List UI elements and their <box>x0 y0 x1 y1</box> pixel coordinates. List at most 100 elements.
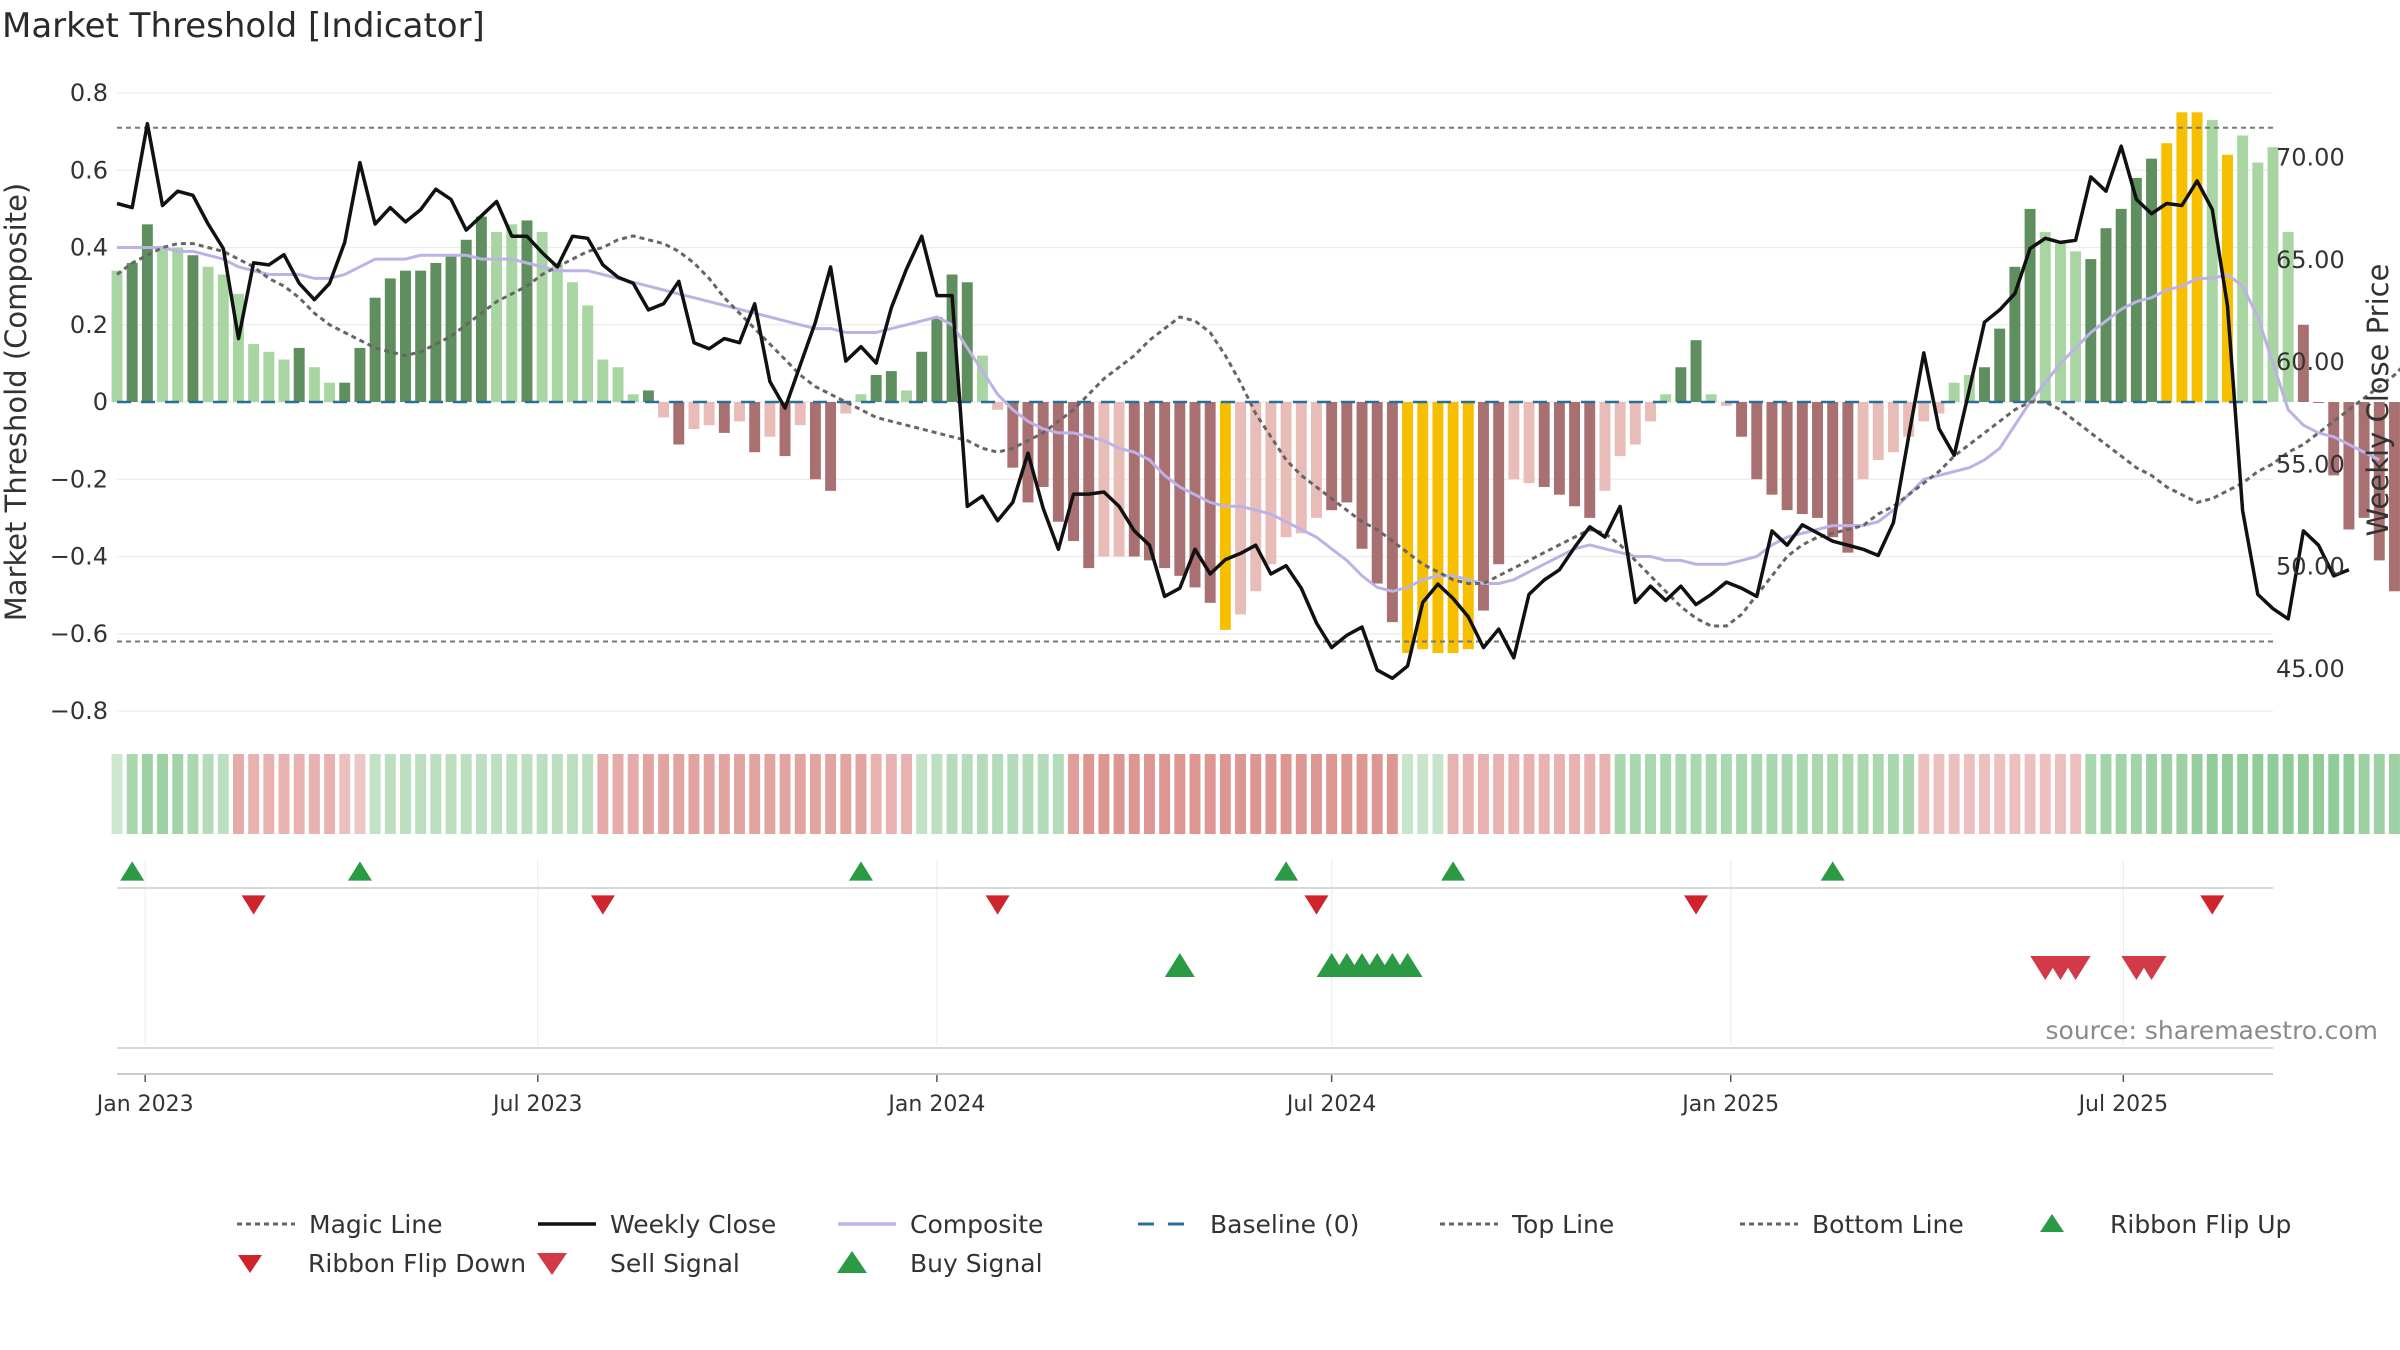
ribbon-cell <box>658 754 670 834</box>
ribbon-cell <box>825 754 837 834</box>
ribbon-cell <box>1037 754 1049 834</box>
y-left-tick-label: −0.8 <box>50 697 108 725</box>
ribbon-cell <box>2054 754 2066 834</box>
ribbon-cell <box>703 754 715 834</box>
ribbon-cell <box>976 754 988 834</box>
composite-bar <box>1538 402 1550 487</box>
ribbon-cell <box>2146 754 2158 834</box>
composite-bar <box>1933 402 1945 414</box>
ribbon-cell <box>1219 754 1231 834</box>
composite-bar <box>901 390 912 402</box>
composite-bar <box>703 402 715 426</box>
composite-bar <box>1493 402 1505 565</box>
composite-bar <box>1386 402 1398 623</box>
ribbon-cell <box>901 754 912 834</box>
composite-bar <box>825 402 837 491</box>
ribbon-cell <box>1614 754 1626 834</box>
composite-bar <box>1918 402 1930 422</box>
ribbon-cell <box>1432 754 1444 834</box>
composite-bar <box>2237 135 2249 403</box>
ribbon-cell <box>840 754 852 834</box>
ribbon-cell <box>521 754 533 834</box>
composite-bar <box>1629 402 1641 445</box>
ribbon-cell <box>1356 754 1368 834</box>
buy-signal-marker <box>1164 953 1195 977</box>
composite-bar <box>232 293 244 402</box>
composite-bar <box>445 255 457 402</box>
composite-bar <box>2039 232 2051 402</box>
ribbon-cell <box>551 754 563 834</box>
legend-label: Composite <box>910 1210 1043 1239</box>
composite-bar <box>809 402 821 480</box>
ribbon-cell <box>1417 754 1429 834</box>
composite-bar <box>1356 402 1368 549</box>
composite-bar <box>475 216 487 402</box>
composite-bar <box>521 220 533 402</box>
composite-bar <box>2328 402 2340 476</box>
composite-bar <box>248 344 260 402</box>
composite-bar <box>2009 266 2021 402</box>
ribbon-cell <box>2206 754 2218 834</box>
ribbon-cell <box>324 754 336 834</box>
composite-bar <box>1948 382 1960 402</box>
composite-bar <box>400 270 411 402</box>
ribbon-cell <box>369 754 381 834</box>
ribbon-cell <box>1933 754 1945 834</box>
ribbon-cell <box>1174 754 1186 834</box>
ribbon-flip-up-marker <box>1274 861 1299 881</box>
composite-bar <box>1781 402 1793 511</box>
composite-bar <box>931 317 943 402</box>
ribbon-cell <box>794 754 806 834</box>
composite-bar <box>1037 402 1049 487</box>
composite-bar <box>946 274 958 402</box>
weekly-close-line <box>116 121 2350 681</box>
ribbon-cell <box>415 754 427 834</box>
composite-bar <box>688 402 700 430</box>
composite-bar <box>1508 402 1520 480</box>
composite-bars <box>111 112 2400 654</box>
composite-bar <box>2252 162 2264 402</box>
composite-bar <box>597 359 609 402</box>
ribbon-cell <box>764 754 776 834</box>
y-left-tick-label: 0.4 <box>70 234 108 262</box>
ribbon-cell <box>2009 754 2021 834</box>
x-tick-label: Jul 2024 <box>1285 1092 1377 1117</box>
composite-bar <box>1371 402 1383 584</box>
composite-bar <box>1417 402 1429 650</box>
ribbon-cell <box>1250 754 1262 834</box>
ribbon-cell <box>1675 754 1687 834</box>
ribbon-cell <box>1827 754 1839 834</box>
composite-bar <box>1462 402 1474 650</box>
ribbon-cell <box>1462 754 1474 834</box>
legend-swatch <box>537 1253 567 1275</box>
y-left-tick-label: 0.6 <box>70 156 108 184</box>
composite-bar <box>172 247 184 402</box>
composite-bar <box>1903 402 1915 437</box>
ribbon-cell <box>2161 754 2173 834</box>
composite-bar <box>141 224 153 402</box>
ribbon-cell <box>1720 754 1732 834</box>
ribbon-cell <box>2070 754 2082 834</box>
ribbon-cell <box>1007 754 1019 834</box>
ribbon-cell <box>779 754 791 834</box>
composite-bar <box>870 374 882 402</box>
composite-bar <box>2024 208 2036 402</box>
composite-bar <box>460 239 472 402</box>
legend-label: Sell Signal <box>610 1249 740 1278</box>
ribbon-cell <box>157 754 169 834</box>
ribbon-cell <box>1584 754 1596 834</box>
ribbon-cell <box>2282 754 2294 834</box>
ribbon-cell <box>172 754 184 834</box>
ribbon-cell <box>506 754 518 834</box>
ribbon-cell <box>2313 754 2325 834</box>
ribbon-cell <box>1948 754 1960 834</box>
y-right-axis-label: Weekly Close Price <box>2361 264 2395 537</box>
ribbon-cell <box>2130 754 2142 834</box>
composite-bar <box>1842 402 1854 553</box>
ribbon-cell <box>354 754 366 834</box>
ribbon-cell <box>809 754 821 834</box>
ribbon-cell <box>597 754 609 834</box>
composite-bar <box>1584 402 1596 518</box>
ribbon-cell <box>855 754 867 834</box>
ribbon-cell <box>642 754 654 834</box>
